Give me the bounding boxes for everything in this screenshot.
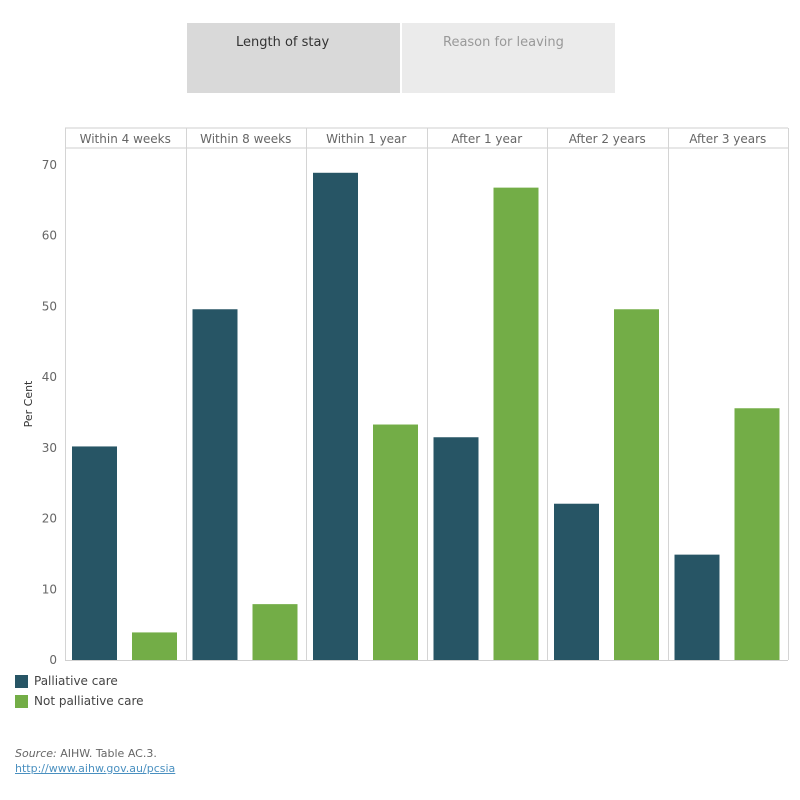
y-tick-label: 70 xyxy=(42,158,57,172)
category-label: After 2 years xyxy=(569,132,646,146)
y-tick-label: 50 xyxy=(42,299,57,313)
legend-item-palliative[interactable]: Palliative care xyxy=(15,671,144,691)
category-label: Within 8 weeks xyxy=(200,132,291,146)
legend: Palliative care Not palliative care xyxy=(15,671,144,711)
bar-not-palliative xyxy=(132,632,177,660)
bar-palliative xyxy=(192,309,238,660)
legend-swatch-palliative xyxy=(15,674,28,688)
legend-label-not-palliative: Not palliative care xyxy=(34,694,144,708)
category-label: Within 4 weeks xyxy=(80,132,171,146)
source-label: Source: xyxy=(15,747,57,760)
legend-label-palliative: Palliative care xyxy=(34,674,118,688)
bar-palliative xyxy=(554,503,599,660)
bar-not-palliative xyxy=(373,424,418,660)
tab-length-of-stay[interactable]: Length of stay xyxy=(187,23,400,93)
y-tick-label: 0 xyxy=(49,653,57,667)
view-tabs: Length of stay Reason for leaving xyxy=(187,23,615,93)
legend-item-not-palliative[interactable]: Not palliative care xyxy=(15,691,144,711)
category-label: After 1 year xyxy=(451,132,522,146)
y-axis-label: Per Cent xyxy=(22,380,35,427)
source-text: AIHW. Table AC.3. xyxy=(56,747,157,760)
bar-palliative xyxy=(674,554,720,660)
bar-not-palliative xyxy=(493,187,539,660)
bar-not-palliative xyxy=(614,309,659,660)
y-tick-label: 40 xyxy=(42,370,57,384)
category-label: After 3 years xyxy=(689,132,766,146)
bar-not-palliative xyxy=(252,604,298,660)
y-tick-label: 20 xyxy=(42,512,57,526)
y-tick-label: 30 xyxy=(42,441,57,455)
y-tick-label: 60 xyxy=(42,229,57,243)
bar-palliative xyxy=(433,437,479,660)
tab-reason-for-leaving[interactable]: Reason for leaving xyxy=(402,23,615,93)
category-label: Within 1 year xyxy=(326,132,406,146)
source-note: Source: AIHW. Table AC.3. http://www.aih… xyxy=(15,746,175,776)
y-tick-label: 10 xyxy=(42,582,57,596)
bar-palliative xyxy=(313,172,358,660)
source-link[interactable]: http://www.aihw.gov.au/pcsia xyxy=(15,762,176,775)
bar-palliative xyxy=(72,446,117,660)
bar-not-palliative xyxy=(734,408,780,660)
bar-chart: Within 4 weeks Within 8 weeks Within 1 yea… xyxy=(22,127,789,667)
legend-swatch-not-palliative xyxy=(15,694,28,708)
